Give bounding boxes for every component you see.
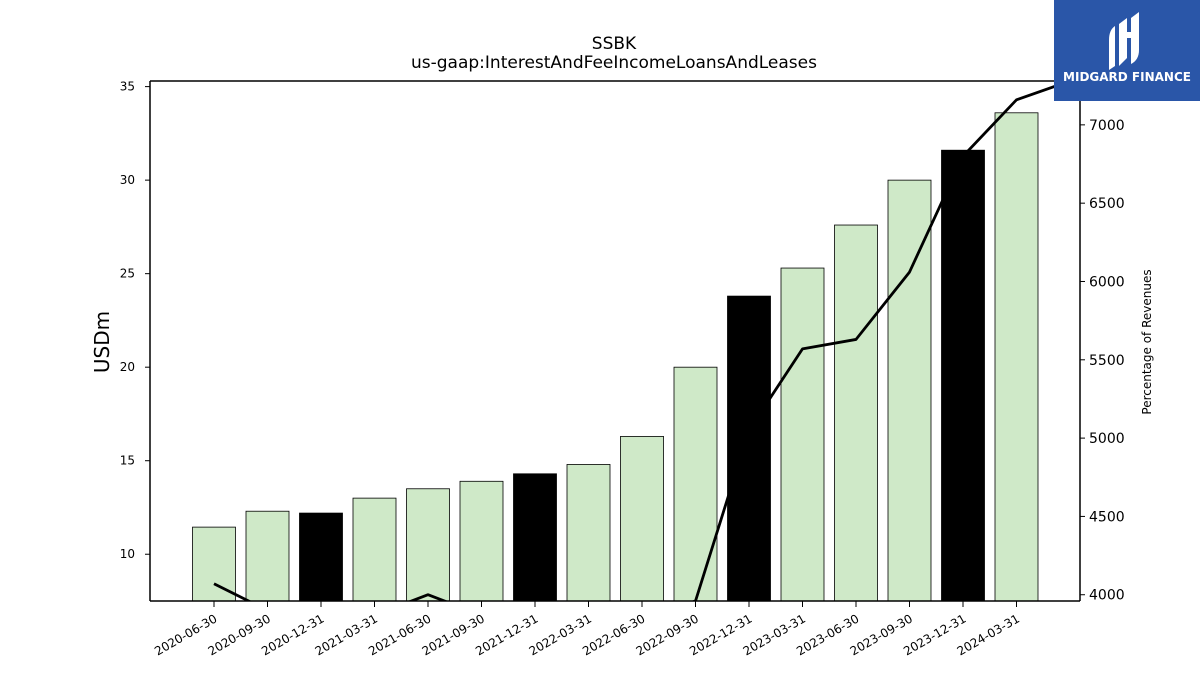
y2-tick-label: 4500 — [1089, 509, 1125, 525]
y2-tick-label: 6500 — [1089, 196, 1125, 212]
bar-2023-06-30 — [834, 224, 878, 602]
logo-text: MIDGARD FINANCE — [1063, 70, 1191, 84]
bar-2021-06-30 — [406, 488, 450, 602]
chart-subtitle: us-gaap:InterestAndFeeIncomeLoansAndLeas… — [411, 53, 817, 73]
y2-tick-label: 4000 — [1089, 588, 1125, 604]
bar-2021-03-31 — [352, 497, 397, 602]
logo-mark-icon — [1109, 12, 1139, 70]
bar-2021-09-30 — [459, 480, 504, 602]
bar-2020-09-30 — [245, 510, 290, 602]
y2-axis-label: Percentage of Revenues — [1140, 269, 1154, 414]
y-tick-label: 35 — [120, 80, 135, 94]
bar-2021-12-31 — [513, 473, 557, 602]
revenue-percentage-line — [213, 81, 1071, 601]
y2-tick-label: 7000 — [1089, 118, 1125, 134]
bar-2024-03-31 — [994, 112, 1039, 602]
bar-2023-03-31 — [780, 267, 825, 602]
bar-2020-06-30 — [192, 526, 236, 602]
y2-tick-label: 5000 — [1089, 431, 1125, 447]
y-tick-label: 15 — [120, 454, 135, 468]
bar-2023-12-31 — [941, 149, 985, 602]
bars-group — [192, 112, 1039, 602]
bar-2022-03-31 — [566, 464, 611, 602]
bar-2023-09-30 — [887, 179, 932, 602]
y-tick-label: 25 — [120, 267, 135, 281]
y-axis-label: USDm — [90, 311, 114, 373]
y2-tick-label: 5500 — [1089, 353, 1125, 369]
y-tick-label: 30 — [120, 173, 135, 187]
bar-2020-12-31 — [299, 512, 343, 602]
line-group — [213, 81, 1071, 601]
bar-2022-06-30 — [620, 435, 664, 602]
bar-2022-09-30 — [673, 366, 718, 602]
y2-tick-label: 6000 — [1089, 274, 1125, 290]
y-tick-label: 20 — [120, 360, 135, 374]
y-tick-label: 10 — [120, 547, 135, 561]
midgard-finance-logo: MIDGARD FINANCE — [1054, 0, 1200, 101]
chart-title: SSBK — [592, 34, 637, 54]
bar-2022-12-31 — [727, 295, 771, 602]
